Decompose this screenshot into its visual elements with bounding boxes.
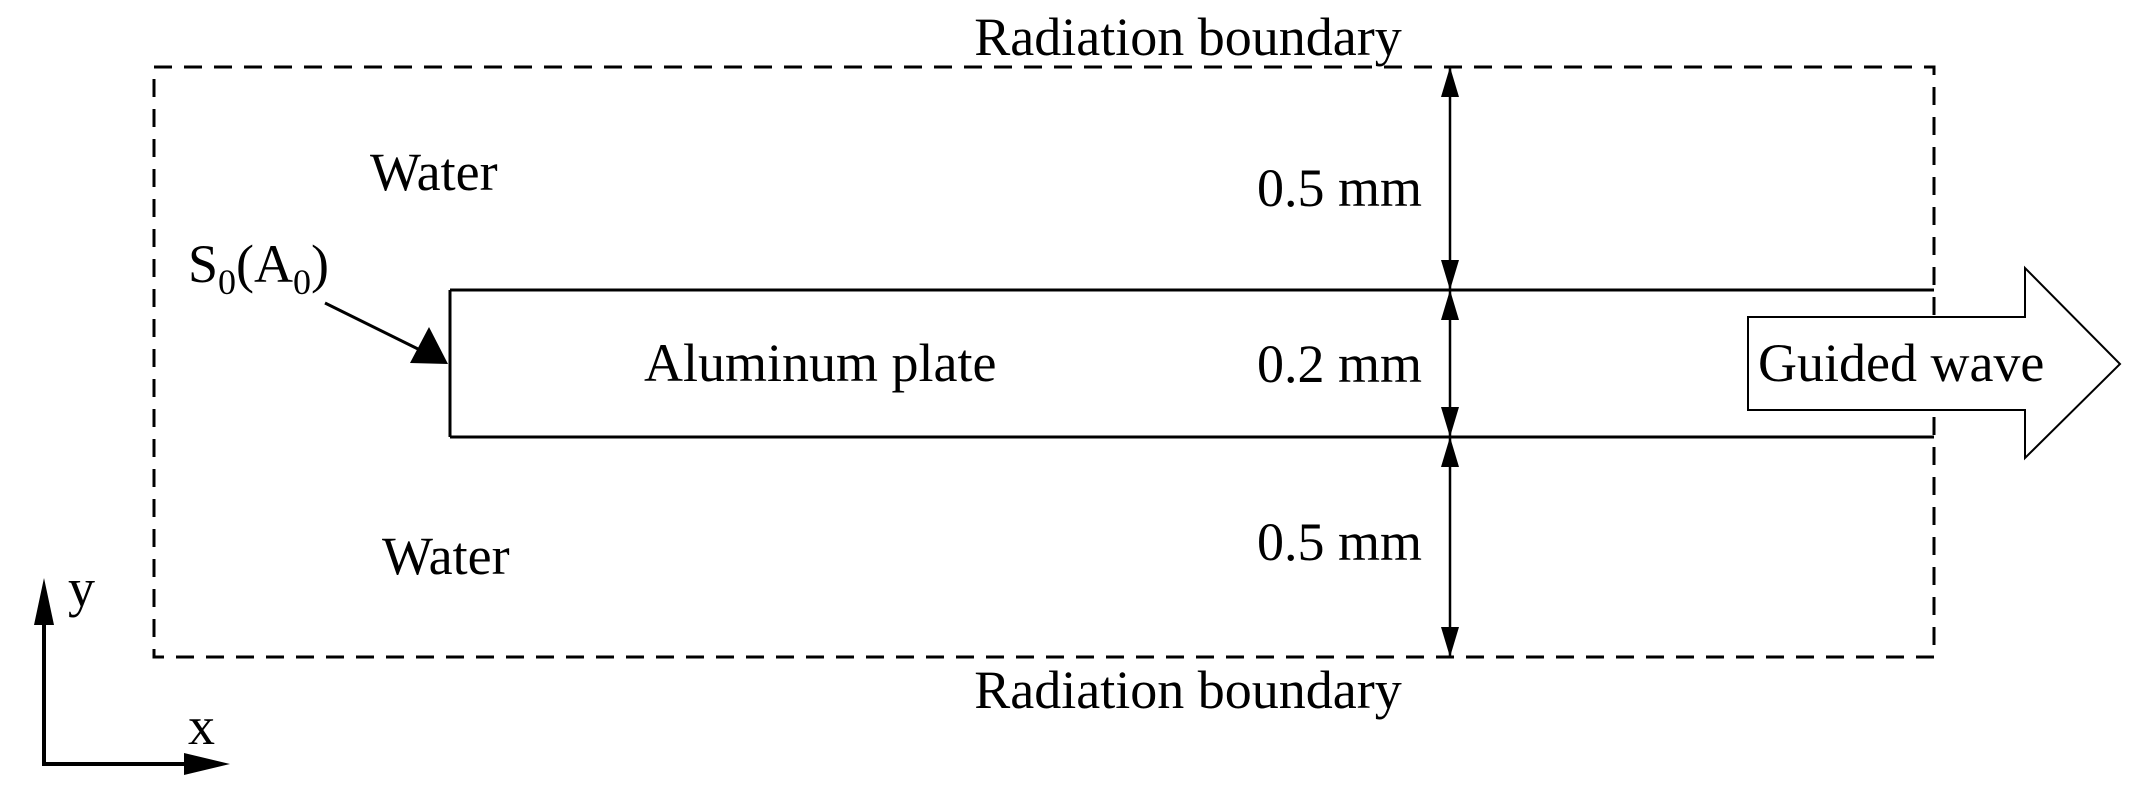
dim-arrow-top-up xyxy=(1441,67,1459,97)
dim-arrow-top-down xyxy=(1441,260,1459,290)
dim-arrow-mid-down xyxy=(1441,407,1459,437)
dim-arrow-bottom-up xyxy=(1441,437,1459,467)
water-bottom-label: Water xyxy=(382,526,510,586)
guided-wave-arrow xyxy=(1747,265,2122,461)
dimension-middle-label: 0.2 mm xyxy=(1257,334,1422,394)
source-main-s: S xyxy=(188,234,218,294)
dimension-bottom-label: 0.5 mm xyxy=(1257,512,1422,572)
source-mode-label: S0(A0) xyxy=(188,234,329,302)
source-arrow-shaft xyxy=(324,301,419,351)
dim-arrow-mid-up xyxy=(1441,290,1459,320)
source-sub-s: 0 xyxy=(218,262,236,302)
axis-x-label: x xyxy=(188,696,215,756)
dim-arrow-bottom-down xyxy=(1441,627,1459,657)
guided-wave-label: Guided wave xyxy=(1758,333,2044,393)
y-axis-arrowhead xyxy=(34,578,54,625)
source-sub-a: 0 xyxy=(293,262,311,302)
x-axis-arrowhead xyxy=(184,753,230,775)
aluminum-plate-label: Aluminum plate xyxy=(644,333,996,393)
radiation-boundary-top-label: Radiation boundary xyxy=(974,7,1401,67)
source-main-a: (A xyxy=(236,234,293,294)
source-arrow-head xyxy=(410,327,448,364)
radiation-boundary-bottom-label: Radiation boundary xyxy=(974,660,1401,720)
axis-y-label: y xyxy=(68,558,95,618)
source-close-paren: ) xyxy=(311,234,329,294)
water-top-label: Water xyxy=(370,142,498,202)
dimension-top-label: 0.5 mm xyxy=(1257,158,1422,218)
